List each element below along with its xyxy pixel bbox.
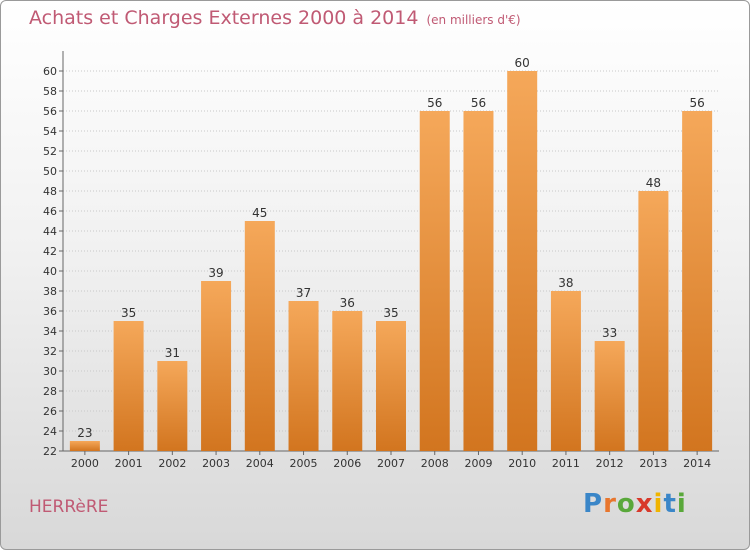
- y-tick-label: 26: [43, 405, 57, 418]
- y-tick-label: 28: [43, 385, 57, 398]
- bar: [638, 191, 669, 451]
- bar: [507, 71, 538, 451]
- x-tick-label: 2001: [115, 457, 143, 470]
- x-tick-label: 2004: [246, 457, 274, 470]
- bar-value-label: 31: [165, 346, 180, 360]
- logo-letter: r: [603, 489, 617, 519]
- chart-subtitle: (en milliers d'€): [426, 13, 521, 27]
- bar: [201, 281, 232, 451]
- bar-value-label: 36: [340, 296, 355, 310]
- x-tick-label: 2005: [290, 457, 318, 470]
- y-tick-label: 38: [43, 285, 57, 298]
- bar-value-label: 60: [515, 56, 530, 70]
- y-tick-label: 40: [43, 265, 57, 278]
- x-tick-label: 2013: [639, 457, 667, 470]
- y-tick-label: 42: [43, 245, 57, 258]
- y-tick-label: 30: [43, 365, 57, 378]
- bars: 23 35 31 39 45 37 36 35 56 56 60 38 33 48 56: [69, 56, 713, 451]
- bar-value-label: 38: [558, 276, 573, 290]
- bar-value-label: 56: [427, 96, 442, 110]
- commune-name: HERRèRE: [29, 497, 109, 517]
- bar: [69, 441, 100, 451]
- y-tick-label: 24: [43, 425, 57, 438]
- bar: [376, 321, 406, 451]
- logo-letter: P: [583, 489, 604, 519]
- y-tick-label: 46: [43, 205, 57, 218]
- y-tick-label: 58: [43, 85, 57, 98]
- bar: [550, 291, 581, 451]
- bar-value-label: 37: [296, 286, 311, 300]
- bar: [463, 111, 494, 451]
- chart-title-text: Achats et Charges Externes 2000 à 2014: [29, 7, 419, 29]
- bar-value-label: 33: [602, 326, 617, 340]
- logo-letter: o: [616, 489, 636, 519]
- bar: [332, 311, 363, 451]
- x-tick-label: 2014: [683, 457, 711, 470]
- bar: [682, 111, 713, 451]
- x-tick-label: 2003: [202, 457, 230, 470]
- x-tick-label: 2012: [596, 457, 624, 470]
- y-tick-label: 50: [43, 165, 57, 178]
- logo-letter: t: [663, 489, 677, 519]
- bar-value-label: 48: [646, 176, 661, 190]
- x-tick-label: 2006: [333, 457, 361, 470]
- proxiti-logo: Proxiti: [583, 489, 687, 519]
- y-tick-label: 44: [43, 225, 57, 238]
- y-tick-label: 54: [43, 125, 57, 138]
- x-tick-label: 2011: [552, 457, 580, 470]
- logo-letter: x: [635, 489, 654, 519]
- axes: 22 24 26 28 30 32 34 36 38 40 42 44 46 48 50 52 54 56 58 60…: [43, 51, 719, 470]
- x-tick-label: 2008: [421, 457, 449, 470]
- y-tick-label: 36: [43, 305, 57, 318]
- bar: [288, 301, 319, 451]
- bar-value-label: 39: [208, 266, 223, 280]
- bar-value-label: 35: [383, 306, 398, 320]
- bar: [113, 321, 144, 451]
- x-tick-label: 2009: [464, 457, 492, 470]
- y-tick-label: 32: [43, 345, 57, 358]
- x-tick-label: 2002: [158, 457, 186, 470]
- bar-value-label: 56: [471, 96, 486, 110]
- y-tick-label: 56: [43, 105, 57, 118]
- bar-value-label: 56: [689, 96, 704, 110]
- bar: [157, 361, 188, 451]
- logo-letter: i: [676, 489, 687, 519]
- x-tick-label: 2007: [377, 457, 405, 470]
- y-tick-label: 22: [43, 445, 57, 458]
- y-tick-label: 34: [43, 325, 57, 338]
- x-tick-label: 2010: [508, 457, 536, 470]
- logo-letter: i: [653, 489, 664, 519]
- y-tick-label: 60: [43, 65, 57, 78]
- bar-value-label: 45: [252, 206, 267, 220]
- chart-title: Achats et Charges Externes 2000 à 2014 (e…: [29, 7, 521, 29]
- bar: [419, 111, 450, 451]
- y-tick-label: 52: [43, 145, 57, 158]
- y-tick-label: 48: [43, 185, 57, 198]
- bar: [594, 341, 625, 451]
- bar: [244, 221, 275, 451]
- x-tick-label: 2000: [71, 457, 99, 470]
- bar-value-label: 23: [77, 426, 92, 440]
- bar-value-label: 35: [121, 306, 136, 320]
